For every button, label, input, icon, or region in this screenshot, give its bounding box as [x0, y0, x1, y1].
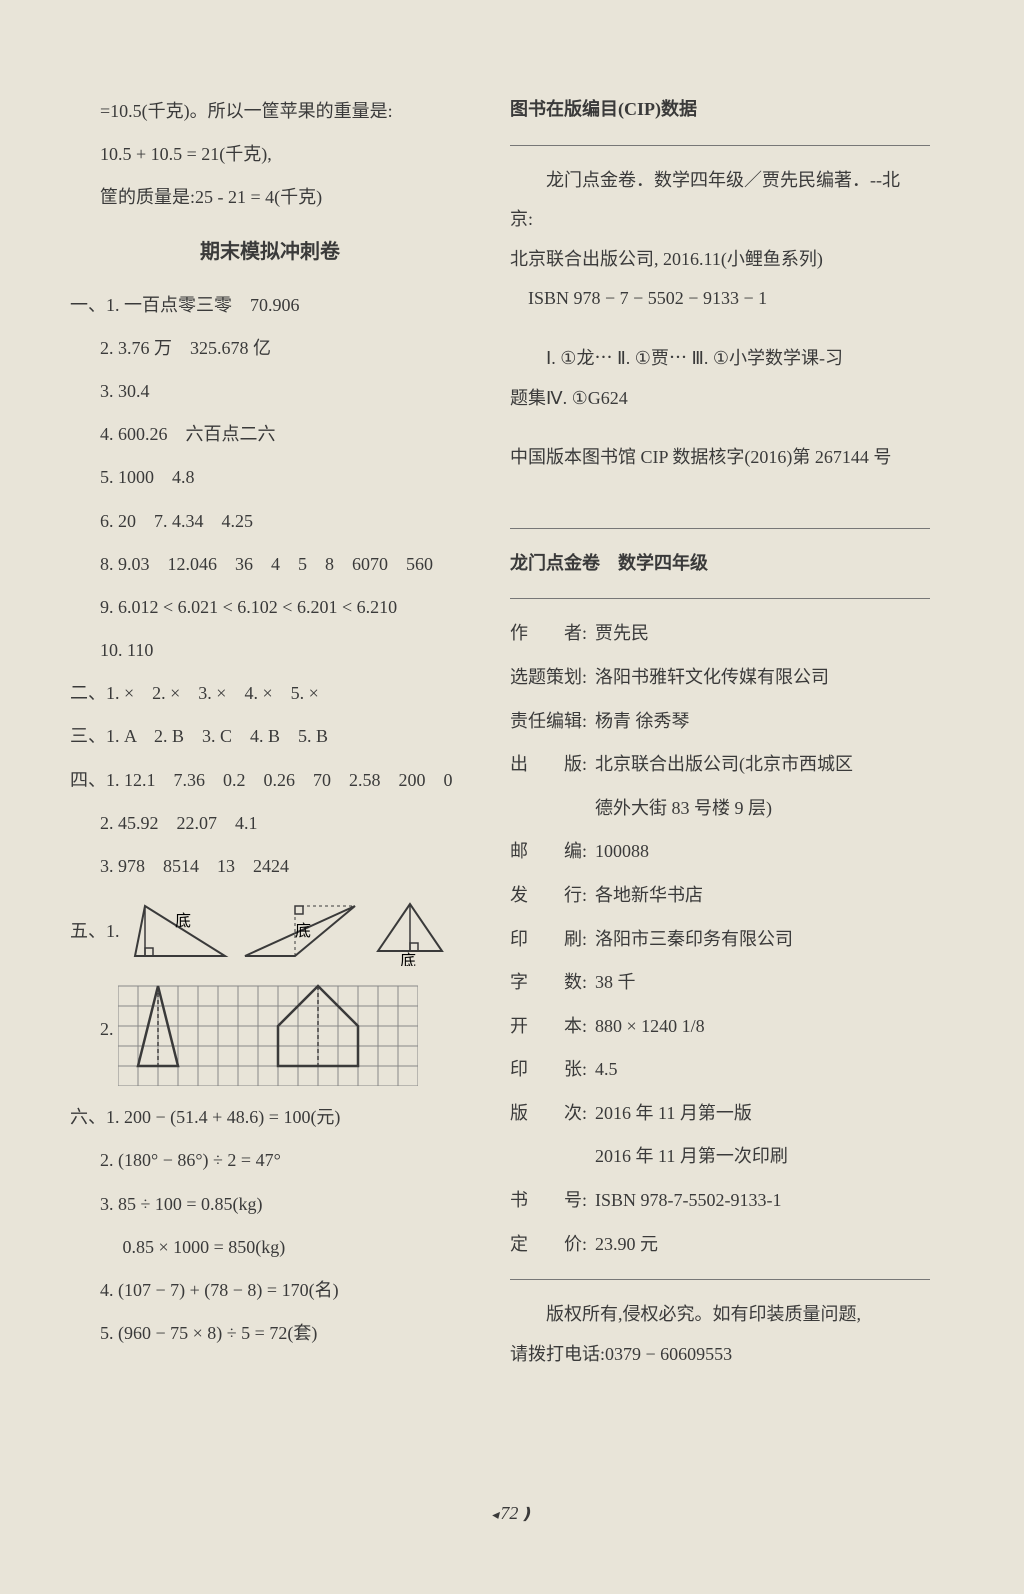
- s1-row-6: 8. 9.03 12.046 36 4 5 8 6070 560: [70, 543, 470, 586]
- s6-row-0: 200 − (51.4 + 48.6) = 100(元): [124, 1107, 340, 1127]
- detail-row-5: 邮 编:100088: [510, 832, 930, 872]
- section-1: 一、1. 一百点零三零 70.906: [70, 284, 470, 327]
- cip-body-0: 龙门点金卷．数学四年级／贾先民编著．--北: [510, 161, 930, 201]
- triangle-2-icon: 底: [240, 896, 360, 966]
- s6-row-5: 5. (960 − 75 × 8) ÷ 5 = 72(套): [70, 1312, 470, 1355]
- copyright-1: 请拨打电话:0379 − 60609553: [510, 1335, 930, 1375]
- s6-row-1: 2. (180° − 86°) ÷ 2 = 47°: [70, 1139, 470, 1182]
- detail-row-9: 开 本:880 × 1240 1/8: [510, 1007, 930, 1047]
- detail-row-12: 2016 年 11 月第一次印刷: [510, 1137, 930, 1177]
- detail-row-14: 定 价:23.90 元: [510, 1225, 930, 1265]
- s1-row-2: 3. 30.4: [70, 370, 470, 413]
- detail-row-6: 发 行:各地新华书店: [510, 876, 930, 916]
- svg-text:底: 底: [175, 912, 191, 930]
- divider-1: [510, 145, 930, 146]
- divider-2: [510, 528, 930, 529]
- s4-row-0: 12.1 7.36 0.2 0.26 70 2.58 200 0: [124, 770, 453, 790]
- triangle-3-icon: 底: [370, 896, 450, 966]
- divider-3: [510, 598, 930, 599]
- copyright-0: 版权所有,侵权必究。如有印装质量问题,: [510, 1295, 930, 1335]
- intro-line-1: =10.5(千克)。所以一筐苹果的重量是:: [70, 90, 470, 133]
- svg-text:底: 底: [295, 922, 311, 940]
- book-title: 龙门点金卷 数学四年级: [510, 544, 930, 584]
- section-5-2-grid: 2.: [70, 976, 470, 1086]
- detail-row-10: 印 张:4.5: [510, 1050, 930, 1090]
- detail-row-11: 版 次:2016 年 11 月第一版: [510, 1094, 930, 1134]
- s6-row-3: 0.85 × 1000 = 850(kg): [70, 1226, 470, 1269]
- triangle-1-icon: 底: [130, 896, 230, 966]
- detail-row-8: 字 数:38 千: [510, 963, 930, 1003]
- page-number: 72: [491, 1503, 532, 1524]
- section-5-figures: 五、1. 底 底 底: [70, 896, 470, 966]
- detail-row-1: 选题策划:洛阳书雅轩文化传媒有限公司: [510, 658, 930, 698]
- s6-row-4: 4. (107 − 7) + (78 − 8) = 170(名): [70, 1269, 470, 1312]
- cip-number: 中国版本图书馆 CIP 数据核字(2016)第 267144 号: [510, 438, 930, 478]
- right-column: 图书在版编目(CIP)数据 龙门点金卷．数学四年级／贾先民编著．--北 京: 北…: [510, 90, 930, 1374]
- exam-title: 期末模拟冲刺卷: [70, 228, 470, 276]
- s6-label: 六、1.: [70, 1107, 120, 1127]
- intro-line-3: 筐的质量是:25 - 21 = 4(千克): [70, 176, 470, 219]
- detail-row-4: 德外大街 83 号楼 9 层): [510, 789, 930, 829]
- s5-2-label: 2.: [70, 1019, 114, 1039]
- s1-label: 一、1.: [70, 295, 120, 315]
- cip-body-3: ISBN 978 − 7 − 5502 − 9133 − 1: [510, 279, 930, 319]
- s4-label: 四、1.: [70, 770, 120, 790]
- s6-row-2: 3. 85 ÷ 100 = 0.85(kg): [70, 1183, 470, 1226]
- s1-row-4: 5. 1000 4.8: [70, 456, 470, 499]
- grid-shapes-icon: [118, 976, 418, 1086]
- cip-body-1: 京:: [510, 200, 930, 240]
- s4-row-1: 2. 45.92 22.07 4.1: [70, 802, 470, 845]
- s1-row-1: 2. 3.76 万 325.678 亿: [70, 327, 470, 370]
- left-column: =10.5(千克)。所以一筐苹果的重量是: 10.5 + 10.5 = 21(千…: [70, 90, 470, 1374]
- detail-row-13: 书 号:ISBN 978-7-5502-9133-1: [510, 1181, 930, 1221]
- svg-text:底: 底: [400, 952, 416, 966]
- cip-class-1: 题集Ⅳ. ①G624: [510, 379, 930, 419]
- cip-header: 图书在版编目(CIP)数据: [510, 90, 930, 130]
- section-3: 三、1. A 2. B 3. C 4. B 5. B: [70, 715, 470, 758]
- detail-row-0: 作 者:贾先民: [510, 614, 930, 654]
- cip-body-2: 北京联合出版公司, 2016.11(小鲤鱼系列): [510, 240, 930, 280]
- section-4: 四、1. 12.1 7.36 0.2 0.26 70 2.58 200 0: [70, 759, 470, 802]
- detail-row-2: 责任编辑:杨青 徐秀琴: [510, 702, 930, 742]
- detail-row-7: 印 刷:洛阳市三秦印务有限公司: [510, 920, 930, 960]
- s1-row-0: 一百点零三零 70.906: [124, 295, 300, 315]
- s1-row-8: 10. 110: [70, 629, 470, 672]
- section-6: 六、1. 200 − (51.4 + 48.6) = 100(元): [70, 1096, 470, 1139]
- divider-4: [510, 1279, 930, 1280]
- intro-line-2: 10.5 + 10.5 = 21(千克),: [70, 133, 470, 176]
- s1-row-5: 6. 20 7. 4.34 4.25: [70, 500, 470, 543]
- s4-row-2: 3. 978 8514 13 2424: [70, 845, 470, 888]
- s1-row-3: 4. 600.26 六百点二六: [70, 413, 470, 456]
- section-2: 二、1. × 2. × 3. × 4. × 5. ×: [70, 672, 470, 715]
- s1-row-7: 9. 6.012 < 6.021 < 6.102 < 6.201 < 6.210: [70, 586, 470, 629]
- s5-label: 五、1.: [70, 910, 120, 953]
- cip-class-0: Ⅰ. ①龙⋯ Ⅱ. ①贾⋯ Ⅲ. ①小学数学课-习: [510, 339, 930, 379]
- detail-row-3: 出 版:北京联合出版公司(北京市西城区: [510, 745, 930, 785]
